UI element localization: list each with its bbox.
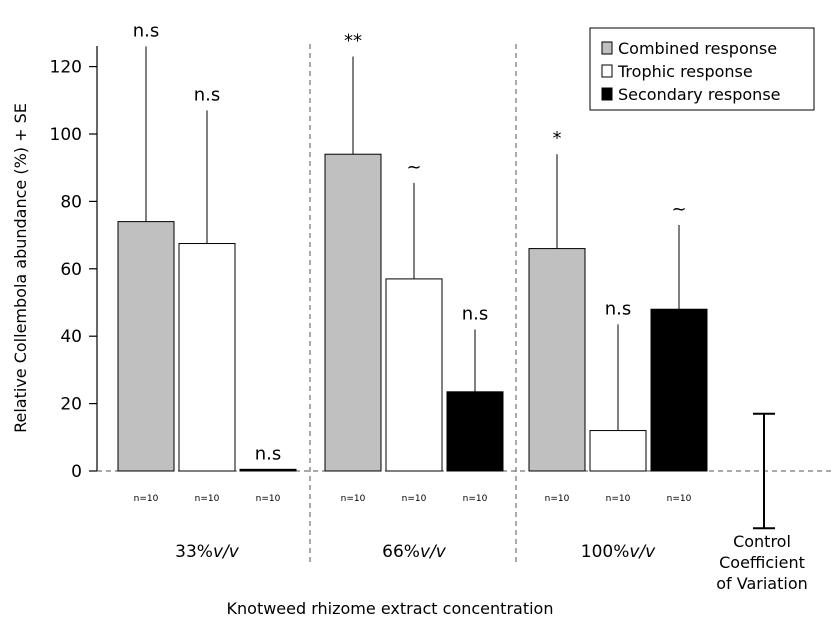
bar-2-1 — [324, 153, 382, 472]
n-label: n=10 — [402, 494, 427, 504]
control-label-line: Control — [733, 532, 791, 551]
y-tick-label-100: 100 — [50, 125, 82, 145]
bar-1-3 — [239, 468, 297, 472]
bar-2-3 — [446, 391, 504, 472]
legend: Combined response Trophic response Seconda… — [589, 27, 815, 111]
bar-3-1 — [528, 248, 586, 472]
control-label-line: of Variation — [716, 574, 808, 593]
n-label: n=10 — [545, 494, 570, 504]
y-tick-label-80: 80 — [60, 192, 82, 212]
legend-entry-label: Combined response — [618, 39, 777, 58]
category-unit: v/v — [629, 542, 656, 562]
n-label: n=10 — [667, 494, 692, 504]
legend-box — [589, 27, 815, 111]
bar-1-1 — [117, 221, 175, 472]
significance-label: n.s — [255, 443, 282, 464]
bar-3-2 — [589, 430, 647, 472]
y-tick-label-40: 40 — [60, 327, 82, 347]
significance-label: n.s — [194, 84, 221, 105]
legend-swatch — [601, 41, 613, 55]
legend-swatch — [601, 64, 613, 78]
control-label-line: Coefficient — [719, 553, 805, 572]
y-tick-label-0: 0 — [71, 462, 82, 482]
x-axis-label: Knotweed rhizome extract concentration — [227, 599, 554, 618]
y-tick-label-120: 120 — [50, 58, 82, 78]
category-label: 100%v/v — [581, 542, 656, 562]
category-unit: v/v — [420, 542, 447, 562]
bar-1-2 — [178, 243, 236, 472]
bar-2-2 — [385, 278, 443, 472]
significance-label: ~ — [671, 199, 686, 220]
significance-label: n.s — [133, 20, 160, 41]
y-axis: 0 20 40 60 80 100 120 — [50, 46, 831, 482]
n-label: n=10 — [463, 494, 488, 504]
n-label: n=10 — [606, 494, 631, 504]
y-tick-label-20: 20 — [60, 395, 82, 415]
y-tick-label-60: 60 — [60, 260, 82, 280]
category-label: 66%v/v — [382, 542, 447, 562]
significance-label: n.s — [462, 303, 489, 324]
bars — [117, 46, 708, 472]
n-label: n=10 — [134, 494, 159, 504]
control-coefficient-of-variation: Control Coefficient of Variation — [716, 412, 808, 593]
category-label: 33%v/v — [175, 542, 240, 562]
legend-entry-label: Trophic response — [617, 62, 753, 81]
significance-label: ~ — [406, 157, 421, 178]
significance-label: n.s — [605, 298, 632, 319]
y-axis-label: Relative Collembola abundance (%) + SE — [11, 103, 30, 433]
significance-label: * — [553, 128, 562, 149]
n-label: n=10 — [195, 494, 220, 504]
bar-3-3 — [650, 308, 708, 472]
legend-entry-label: Secondary response — [618, 85, 781, 104]
n-label: n=10 — [341, 494, 366, 504]
n-label: n=10 — [256, 494, 281, 504]
significance-label: ** — [344, 30, 362, 51]
bar-labels: n.s n=10 n.s n=10 n.s n=10 33%v/v ** n=10 ~ n=10 n.… — [133, 20, 692, 562]
legend-swatch — [601, 87, 613, 101]
category-unit: v/v — [213, 542, 240, 562]
